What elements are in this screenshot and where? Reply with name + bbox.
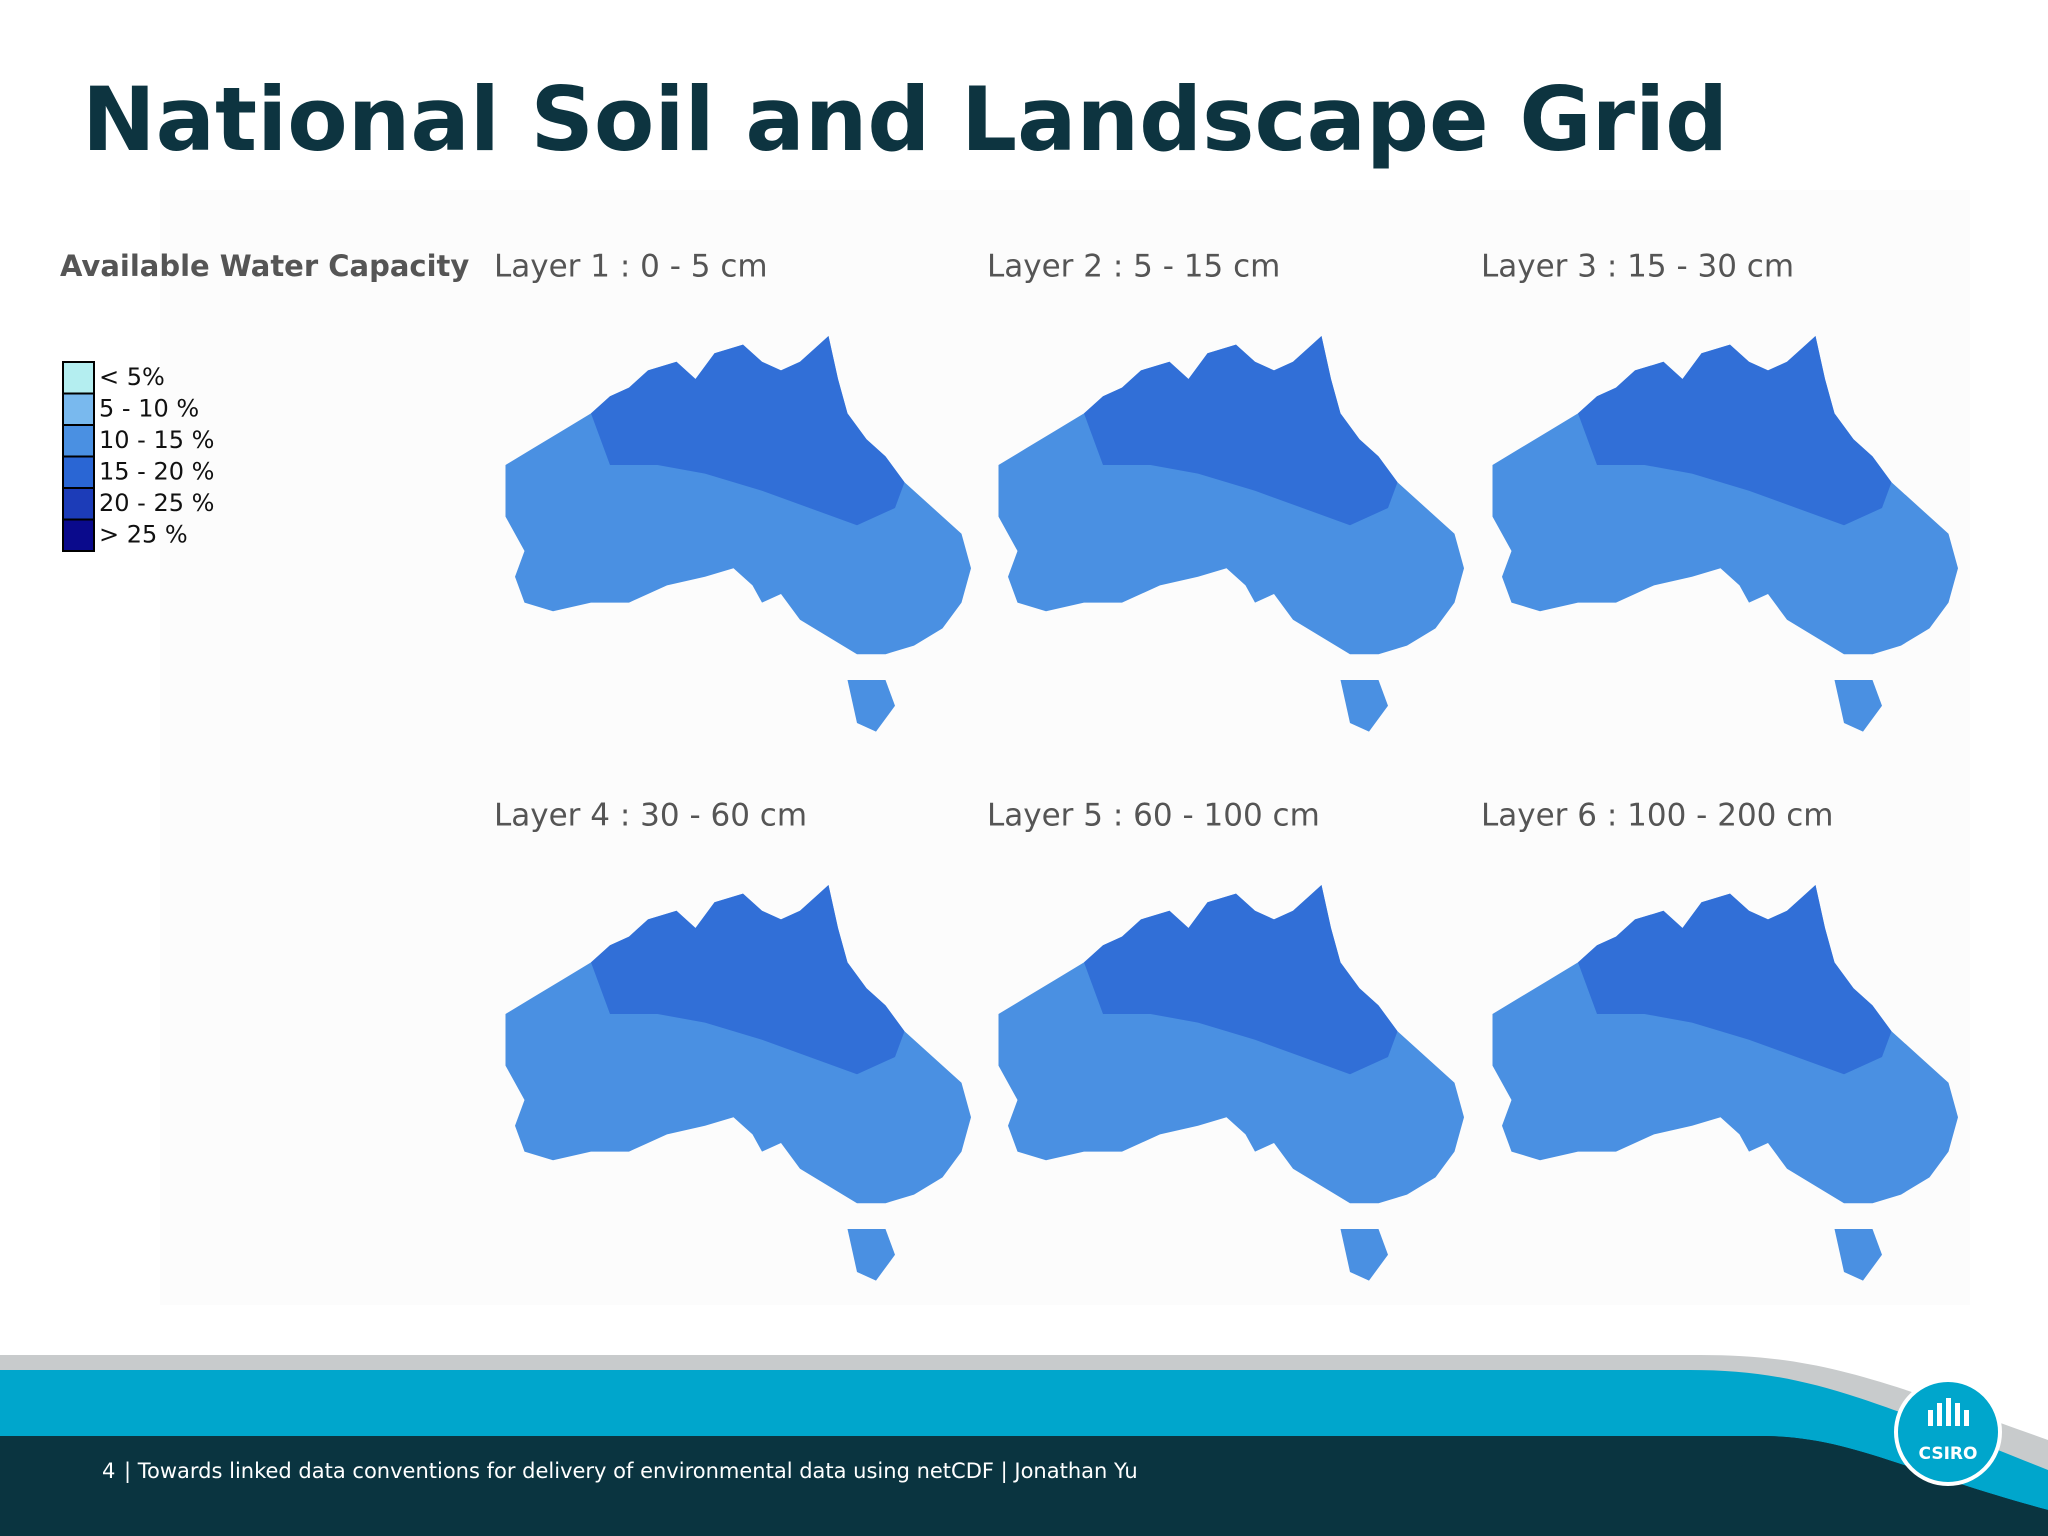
- legend-label: 5 - 10 %: [99, 395, 199, 423]
- layer-label: Layer 1 : 0 - 5 cm: [494, 249, 768, 285]
- legend-swatch: [62, 518, 95, 552]
- legend-label: 10 - 15 %: [99, 426, 214, 454]
- layer-label: Layer 4 : 30 - 60 cm: [494, 798, 807, 834]
- legend-label: < 5%: [99, 363, 165, 391]
- legend-label: 15 - 20 %: [99, 458, 214, 486]
- logo-text: CSIRO: [1919, 1444, 1978, 1464]
- legend-label: > 25 %: [99, 521, 188, 549]
- legend: < 5% 5 - 10 % 10 - 15 % 15 - 20 % 20 - 25 % >…: [62, 361, 214, 552]
- legend-label: 20 - 25 %: [99, 489, 214, 517]
- slide-title: National Soil and Landscape Grid: [82, 68, 1728, 171]
- page-number: 4: [102, 1459, 115, 1483]
- footer-dark: [0, 1436, 2048, 1536]
- logo-icon: [1928, 1398, 1969, 1426]
- logo: [1894, 1378, 2002, 1486]
- footer-curve: [1700, 1436, 2048, 1536]
- layer-label: Layer 2 : 5 - 15 cm: [987, 249, 1280, 285]
- layer-label: Layer 6 : 100 - 200 cm: [1481, 798, 1834, 834]
- legend-swatch: [62, 392, 95, 426]
- legend-swatch: [62, 487, 95, 521]
- legend-title: Available Water Capacity: [60, 249, 469, 283]
- legend-swatch: [62, 424, 95, 458]
- footer-text: | Towards linked data conventions for de…: [124, 1459, 1138, 1484]
- legend-swatch: [62, 455, 95, 489]
- legend-swatch: [62, 361, 95, 395]
- layer-label: Layer 3 : 15 - 30 cm: [1481, 249, 1794, 285]
- maps: Layer 1 : 0 - 5 cm Layer 2 : 5 - 15 cm Lay…: [494, 249, 1958, 1281]
- layer-label: Layer 5 : 60 - 100 cm: [987, 798, 1320, 834]
